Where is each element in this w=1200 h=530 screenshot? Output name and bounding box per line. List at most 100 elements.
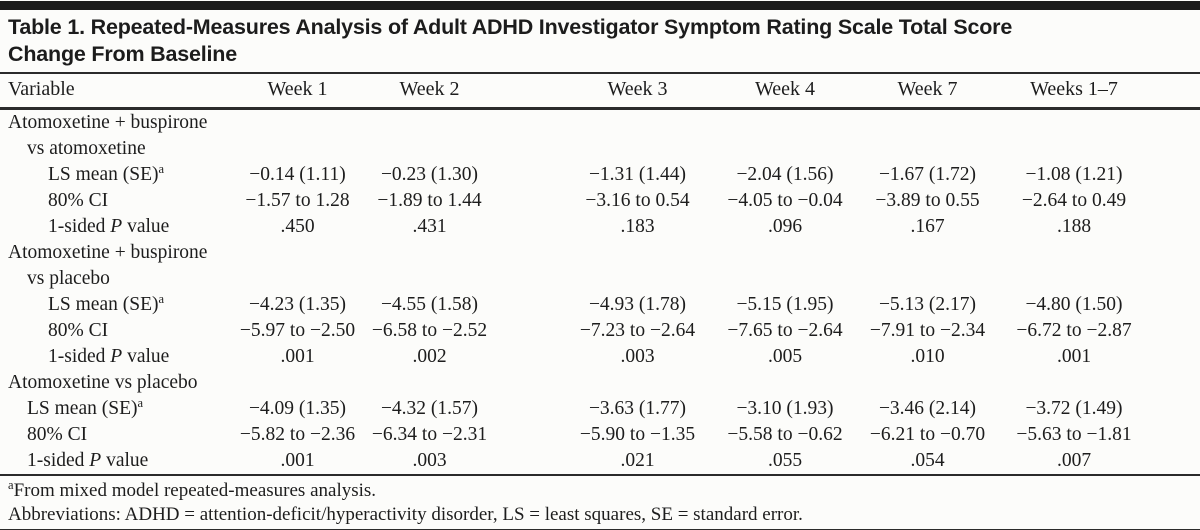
p-value-cell: .055 xyxy=(767,449,803,471)
p-value-row: 1-sided P value .001 .003 .021 .055 .054… xyxy=(0,448,1200,474)
group-label-row: Atomoxetine vs placebo xyxy=(0,370,1200,396)
p-value-cell: .183 xyxy=(620,215,655,237)
bottom-rule xyxy=(0,528,1200,530)
ls-mean-label: LS mean (SE) xyxy=(48,293,159,315)
row-label-p-value: 1-sided P value xyxy=(0,448,230,474)
col-header-week-1: Week 1 xyxy=(230,72,365,110)
ci-cell: −7.23 to −2.64 xyxy=(579,319,696,341)
ci-cell: −3.89 to 0.55 xyxy=(875,189,980,211)
row-label-ci: 80% CI xyxy=(48,189,109,211)
footnote-a: aFrom mixed model repeated-measures anal… xyxy=(8,477,1192,503)
row-label-ls-mean: LS mean (SE)a xyxy=(0,396,230,422)
ls-mean-cell: −1.08 (1.21) xyxy=(1025,163,1123,185)
ls-mean-row: LS mean (SE)a −4.23 (1.35) −4.55 (1.58) … xyxy=(0,292,1200,318)
ls-mean-cell: −3.10 (1.93) xyxy=(736,397,834,419)
ls-mean-cell: −4.93 (1.78) xyxy=(588,293,687,315)
footnote-marker: a xyxy=(158,291,165,306)
ls-mean-cell: −4.55 (1.58) xyxy=(380,293,479,315)
p-label-pre: 1-sided xyxy=(48,215,111,237)
ci-cell: −3.16 to 0.54 xyxy=(585,189,690,211)
ci-cell: −7.65 to −2.64 xyxy=(727,319,843,341)
p-value-cell: .003 xyxy=(620,345,655,367)
ci-cell: −5.82 to −2.36 xyxy=(239,423,356,445)
p-value-cell: .431 xyxy=(412,215,447,237)
ci-cell: −5.97 to −2.50 xyxy=(239,319,356,341)
p-value-cell: .005 xyxy=(767,345,803,367)
ls-mean-cell: −1.31 (1.44) xyxy=(588,163,687,185)
ci-cell: −6.21 to −0.70 xyxy=(869,423,986,445)
p-value-cell: .054 xyxy=(910,449,945,471)
p-value-cell: .021 xyxy=(620,449,655,471)
group-label-line1: Atomoxetine + buspirone xyxy=(8,111,208,133)
group-label-line2: vs placebo xyxy=(27,267,110,289)
ci-cell: −6.72 to −2.87 xyxy=(1016,319,1132,341)
p-label-pre: 1-sided xyxy=(27,449,90,471)
table-title: Table 1. Repeated-Measures Analysis of A… xyxy=(0,10,1200,72)
p-value-row: 1-sided P value .001 .002 .003 .005 .010… xyxy=(0,344,1200,370)
col-header-week-2: Week 2 xyxy=(365,72,530,110)
p-value-cell: .002 xyxy=(412,345,447,367)
ls-mean-row: LS mean (SE)a −0.14 (1.11) −0.23 (1.30) … xyxy=(0,162,1200,188)
group-label-row: Atomoxetine + buspirone xyxy=(0,240,1200,266)
footnote-marker: a xyxy=(137,395,144,410)
p-label-italic: P xyxy=(110,215,123,237)
ci-row: 80% CI −5.97 to −2.50 −6.58 to −2.52 −7.… xyxy=(0,318,1200,344)
p-value-cell: .096 xyxy=(767,215,803,237)
ls-mean-cell: −4.09 (1.35) xyxy=(248,397,347,419)
footnote-marker: a xyxy=(158,161,165,176)
footnote-a-text: From mixed model repeated-measures analy… xyxy=(13,479,377,501)
ls-mean-cell: −0.14 (1.11) xyxy=(249,163,346,185)
ls-mean-cell: −3.63 (1.77) xyxy=(588,397,687,419)
p-label-post: value xyxy=(122,345,170,367)
group-label-line1: Atomoxetine vs placebo xyxy=(8,371,198,393)
table-title-line1: Table 1. Repeated-Measures Analysis of A… xyxy=(8,15,1013,39)
p-label-post: value xyxy=(122,215,170,237)
ls-mean-cell: −3.46 (2.14) xyxy=(878,397,977,419)
row-label-ci: 80% CI xyxy=(27,423,88,445)
row-label-p-value: 1-sided P value xyxy=(0,214,230,240)
ci-row: 80% CI −5.82 to −2.36 −6.34 to −2.31 −5.… xyxy=(0,422,1200,448)
col-header-week-3: Week 3 xyxy=(530,72,715,110)
p-value-cell: .001 xyxy=(1056,345,1092,367)
p-value-cell: .167 xyxy=(910,215,945,237)
p-label-italic: P xyxy=(110,345,123,367)
col-header-weeks-1-7: Weeks 1–7 xyxy=(1000,72,1200,110)
p-value-cell: .188 xyxy=(1056,215,1092,237)
ls-mean-cell: −4.32 (1.57) xyxy=(380,397,479,419)
group-label-row: Atomoxetine + buspirone xyxy=(0,108,1200,136)
p-label-pre: 1-sided xyxy=(48,345,111,367)
p-label-italic: P xyxy=(89,449,102,471)
row-label-p-value: 1-sided P value xyxy=(0,344,230,370)
footnotes: aFrom mixed model repeated-measures anal… xyxy=(0,476,1200,527)
ci-cell: −1.89 to 1.44 xyxy=(377,189,482,211)
footnote-abbreviations: Abbreviations: ADHD = attention-deficit/… xyxy=(8,503,803,525)
group-label-row: vs placebo xyxy=(0,266,1200,292)
ls-mean-cell: −5.13 (2.17) xyxy=(878,293,977,315)
ls-mean-label: LS mean (SE) xyxy=(27,397,138,419)
ls-mean-cell: −3.72 (1.49) xyxy=(1025,397,1123,419)
ci-cell: −5.58 to −0.62 xyxy=(727,423,843,445)
p-value-cell: .001 xyxy=(280,345,315,367)
row-label-ls-mean: LS mean (SE)a xyxy=(0,292,230,318)
p-value-cell: .007 xyxy=(1056,449,1092,471)
p-value-row: 1-sided P value .450 .431 .183 .096 .167… xyxy=(0,214,1200,240)
ci-cell: −2.64 to 0.49 xyxy=(1021,189,1127,211)
group-label-line2: vs atomoxetine xyxy=(27,137,146,159)
ls-mean-row: LS mean (SE)a −4.09 (1.35) −4.32 (1.57) … xyxy=(0,396,1200,422)
ci-cell: −1.57 to 1.28 xyxy=(245,189,350,211)
ci-cell: −6.34 to −2.31 xyxy=(371,423,488,445)
footnote-a-marker: a xyxy=(8,477,14,492)
ls-mean-cell: −4.23 (1.35) xyxy=(248,293,347,315)
header-row: Variable Week 1 Week 2 Week 3 Week 4 Wee… xyxy=(0,72,1200,110)
ls-mean-cell: −4.80 (1.50) xyxy=(1025,293,1123,315)
p-value-cell: .450 xyxy=(280,215,315,237)
group-label-row: vs atomoxetine xyxy=(0,136,1200,162)
p-value-cell: .003 xyxy=(412,449,447,471)
ls-mean-label: LS mean (SE) xyxy=(48,163,159,185)
table-title-line2: Change From Baseline xyxy=(8,42,237,66)
ls-mean-cell: −0.23 (1.30) xyxy=(380,163,479,185)
data-table: Variable Week 1 Week 2 Week 3 Week 4 Wee… xyxy=(0,72,1200,474)
p-value-cell: .010 xyxy=(910,345,945,367)
ci-cell: −5.63 to −1.81 xyxy=(1016,423,1132,445)
